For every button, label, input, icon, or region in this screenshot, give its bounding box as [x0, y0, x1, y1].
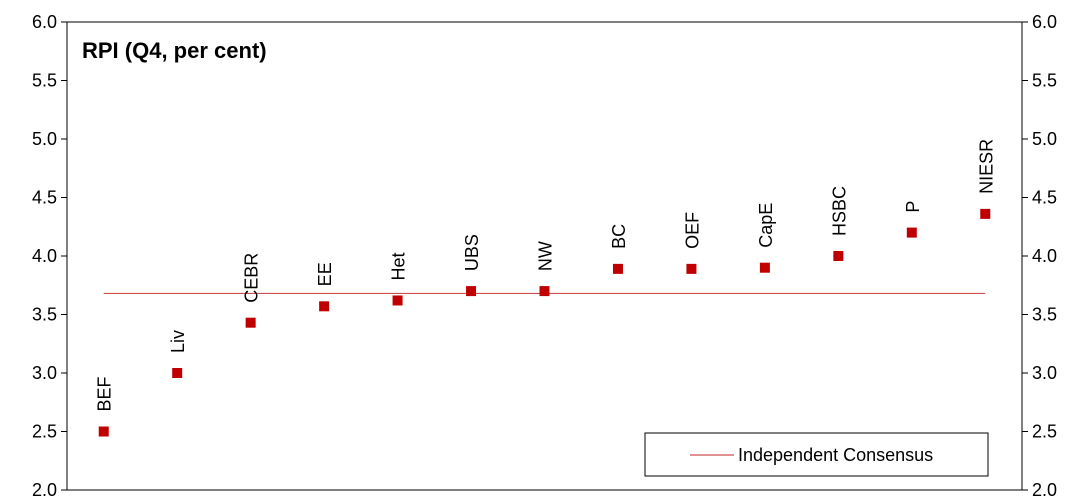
- data-point-hsbc: [833, 251, 844, 261]
- data-point-bc: [612, 263, 623, 274]
- point-label-hsbc: HSBC: [829, 186, 849, 236]
- point-label-liv: Liv: [168, 330, 188, 353]
- y-tick-label-right: 6.0: [1032, 12, 1057, 32]
- y-tick-label-left: 3.5: [32, 305, 57, 325]
- point-label-ubs: UBS: [462, 234, 482, 271]
- point-label-p: P: [903, 201, 923, 213]
- point-label-het: Het: [389, 252, 409, 280]
- y-tick-label-right: 3.5: [1032, 305, 1057, 325]
- y-tick-label-right: 4.5: [1032, 188, 1057, 208]
- y-tick-label-left: 5.0: [32, 129, 57, 149]
- y-tick-label-right: 2.0: [1032, 480, 1057, 500]
- y-tick-label-right: 2.5: [1032, 422, 1057, 442]
- data-point-liv: [172, 368, 183, 378]
- point-label-ee: EE: [315, 262, 335, 286]
- data-point-cebr: [245, 317, 256, 328]
- point-label-niesr: NIESR: [976, 139, 996, 194]
- y-tick-label-right: 4.0: [1032, 246, 1057, 266]
- y-tick-label-right: 3.0: [1032, 363, 1057, 383]
- y-tick-label-left: 5.5: [32, 71, 57, 91]
- legend-label: Independent Consensus: [738, 445, 933, 465]
- y-tick-label-left: 4.5: [32, 188, 57, 208]
- axes: 2.0 2.0 2.5 2.5 3.0 3.0 3.5 3.5 4.0 4.0 4.5 4.5 5.0 5…: [32, 12, 1057, 500]
- legend: Independent Consensus: [644, 432, 989, 477]
- point-label-cebr: CEBR: [242, 253, 262, 303]
- y-tick-label-right: 5.0: [1032, 129, 1057, 149]
- y-tick-label-right: 5.5: [1032, 71, 1057, 91]
- y-tick-label-left: 4.0: [32, 246, 57, 266]
- point-label-oef: OEF: [682, 212, 702, 249]
- data-point-nw: [539, 286, 550, 297]
- point-label-cape: CapE: [756, 203, 776, 248]
- data-point-oef: [686, 263, 697, 274]
- y-tick-label-left: 3.0: [32, 363, 57, 383]
- point-labels: BEF Liv CEBR EE Het UBS NW BC OEF CapE HSBC P NIESR: [95, 139, 997, 412]
- chart-title: RPI (Q4, per cent): [82, 38, 267, 63]
- y-tick-label-left: 6.0: [32, 12, 57, 32]
- data-point-p: [906, 227, 917, 238]
- data-points: [98, 208, 991, 437]
- data-point-het: [392, 295, 403, 306]
- data-point-niesr: [980, 208, 991, 219]
- data-point-cape: [759, 262, 770, 273]
- point-label-bc: BC: [609, 224, 629, 249]
- y-tick-label-left: 2.5: [32, 422, 57, 442]
- point-label-nw: NW: [536, 241, 556, 271]
- data-point-ee: [319, 301, 330, 312]
- y-tick-label-left: 2.0: [32, 480, 57, 500]
- data-point-bef: [98, 426, 109, 437]
- point-label-bef: BEF: [95, 376, 115, 411]
- data-point-ubs: [466, 286, 477, 297]
